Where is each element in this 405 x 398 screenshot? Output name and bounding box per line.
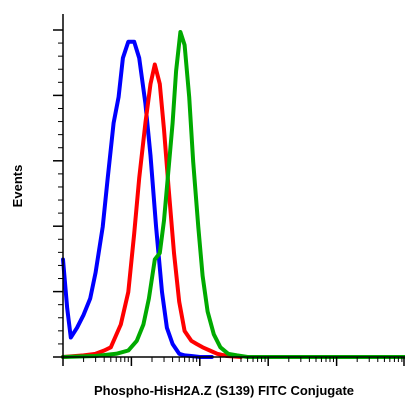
x-axis-ticks	[62, 357, 405, 366]
y-axis-title: Events	[10, 165, 25, 208]
red-histogram-curve	[61, 62, 243, 359]
plot-area	[61, 30, 405, 359]
y-axis-ticks	[53, 29, 63, 358]
blue-histogram-curve	[61, 39, 214, 359]
axes	[53, 14, 405, 366]
green-histogram-curve	[61, 30, 405, 359]
x-axis-title: Phospho-HisH2A.Z (S139) FITC Conjugate	[94, 383, 354, 398]
